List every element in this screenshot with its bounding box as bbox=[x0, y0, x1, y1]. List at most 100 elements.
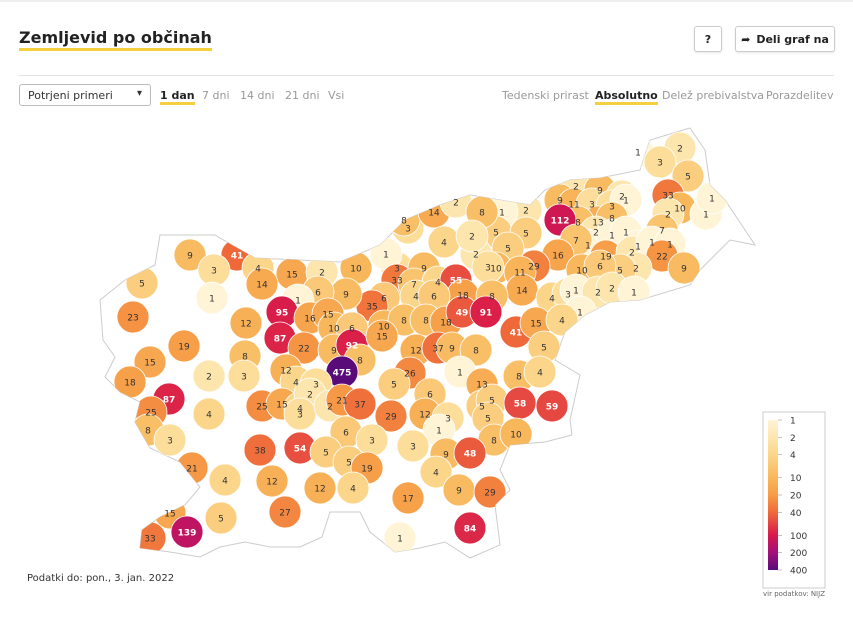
municipality-label: 29 bbox=[528, 263, 540, 273]
municipality-label: 3 bbox=[405, 225, 411, 235]
municipality-label: 1 bbox=[635, 149, 641, 159]
municipality-label: 18 bbox=[440, 319, 452, 329]
help-button[interactable]: ? bbox=[694, 26, 722, 52]
municipality-label: 9 bbox=[456, 487, 462, 497]
share-button[interactable]: ➦ Deli graf na bbox=[735, 26, 835, 52]
mode-tab[interactable]: Tedenski prirast bbox=[502, 89, 589, 102]
municipality bbox=[173, 238, 207, 272]
municipality-label: 3 bbox=[657, 159, 663, 169]
municipality-label: 9 bbox=[331, 347, 337, 357]
municipality-label: 12 bbox=[240, 320, 251, 330]
municipality-label: 3 bbox=[241, 373, 247, 383]
municipality-label: 26 bbox=[404, 370, 416, 380]
legend: 1 2 4 10 20 40 100 200 400 bbox=[768, 417, 807, 577]
municipality-label: 1 bbox=[709, 195, 715, 205]
municipality-label: 9 bbox=[557, 197, 563, 207]
municipality-label: 2 bbox=[473, 251, 479, 261]
municipality-label: 1 bbox=[635, 243, 641, 253]
municipality-label: 5 bbox=[346, 459, 352, 469]
municipality-label: 9 bbox=[597, 187, 603, 197]
municipality bbox=[469, 295, 503, 329]
municipality-label: 14 bbox=[256, 281, 268, 291]
legend-label: 4 bbox=[790, 451, 796, 461]
municipality-label: 5 bbox=[323, 449, 329, 459]
municipality bbox=[195, 281, 229, 315]
legend-label: 40 bbox=[790, 509, 802, 519]
municipality-label: 2 bbox=[327, 403, 333, 413]
municipality-label: 1 bbox=[631, 289, 637, 299]
municipality-label: 5 bbox=[489, 397, 495, 407]
municipality-label: 29 bbox=[385, 413, 397, 423]
municipality-label: 8 bbox=[357, 357, 363, 367]
municipality-label: 15 bbox=[164, 510, 175, 520]
municipality-label: 5 bbox=[139, 280, 145, 290]
municipality bbox=[245, 267, 279, 301]
municipality-label: 1 bbox=[295, 297, 301, 307]
municipality bbox=[133, 345, 167, 379]
municipality-label: 2 bbox=[633, 265, 639, 275]
mode-tab[interactable]: Porazdelitev bbox=[766, 89, 834, 102]
municipality-label: 2 bbox=[595, 289, 601, 299]
municipality-label: 8 bbox=[609, 215, 615, 225]
municipality-label: 12 bbox=[419, 411, 430, 421]
period-tab[interactable]: 7 dni bbox=[202, 89, 230, 102]
municipality bbox=[523, 355, 557, 389]
municipality-label: 37 bbox=[354, 401, 365, 411]
page-title: Zemljevid po občinah bbox=[19, 28, 212, 51]
municipality-label: 8 bbox=[491, 437, 497, 447]
municipality-label: 3 bbox=[485, 264, 491, 274]
municipality-label: 4 bbox=[559, 317, 565, 327]
municipality-label: 1 bbox=[397, 535, 403, 545]
legend-label: 100 bbox=[790, 532, 807, 542]
municipality bbox=[153, 423, 187, 457]
municipality bbox=[204, 501, 238, 535]
legend-colorbar bbox=[768, 420, 778, 570]
municipality-label: 2 bbox=[523, 207, 529, 217]
municipality bbox=[391, 481, 425, 515]
share-label: Deli graf na bbox=[756, 32, 829, 46]
municipality-label: 3 bbox=[410, 443, 416, 453]
municipality-label: 1 bbox=[585, 242, 591, 252]
municipality-label: 19 bbox=[361, 465, 373, 475]
municipality-label: 8 bbox=[145, 427, 151, 437]
municipality-label: 8 bbox=[516, 373, 522, 383]
municipality-label: 22 bbox=[298, 345, 309, 355]
municipality-label: 14 bbox=[428, 209, 440, 219]
municipality-label: 9 bbox=[343, 291, 349, 301]
municipality-label: 4 bbox=[222, 477, 228, 487]
mode-tab[interactable]: Delež prebivalstva bbox=[662, 89, 765, 102]
municipality-label: 23 bbox=[127, 314, 138, 324]
municipality bbox=[453, 436, 487, 470]
municipality-label: 1 bbox=[457, 369, 463, 379]
municipality-label: 6 bbox=[343, 429, 349, 439]
municipality-label: 3 bbox=[167, 437, 173, 447]
mode-tab[interactable]: Absolutno bbox=[595, 89, 658, 105]
municipality bbox=[167, 329, 201, 363]
municipality-label: 12 bbox=[280, 367, 291, 377]
municipality bbox=[227, 359, 261, 393]
legend-label: 10 bbox=[790, 474, 802, 484]
municipality-label: 8 bbox=[489, 293, 495, 303]
period-tab[interactable]: 1 dan bbox=[160, 89, 195, 105]
municipality-label: 11 bbox=[514, 269, 525, 279]
municipality-label: 7 bbox=[659, 227, 665, 237]
municipality-label: 9 bbox=[681, 265, 687, 275]
period-tab[interactable]: Vsi bbox=[328, 89, 345, 102]
measure-select[interactable]: Potrjeni primeri ▾ bbox=[19, 84, 151, 106]
municipality-label: 38 bbox=[254, 447, 266, 457]
municipality-label: 3 bbox=[445, 415, 451, 425]
period-tab[interactable]: 14 dni bbox=[240, 89, 275, 102]
municipality bbox=[473, 475, 507, 509]
municipality bbox=[192, 359, 226, 393]
municipality-label: 18 bbox=[124, 379, 136, 389]
municipality-label: 4 bbox=[297, 405, 303, 415]
municipality-label: 10 bbox=[328, 325, 340, 335]
municipality-label: 33 bbox=[144, 535, 155, 545]
municipality bbox=[208, 463, 242, 497]
municipality-label: 3 bbox=[589, 201, 595, 211]
data-date: Podatki do: pon., 3. jan. 2022 bbox=[27, 573, 175, 584]
municipality-label: 1 bbox=[573, 287, 579, 297]
municipality-label: 1 bbox=[436, 427, 442, 437]
period-tab[interactable]: 21 dni bbox=[285, 89, 320, 102]
